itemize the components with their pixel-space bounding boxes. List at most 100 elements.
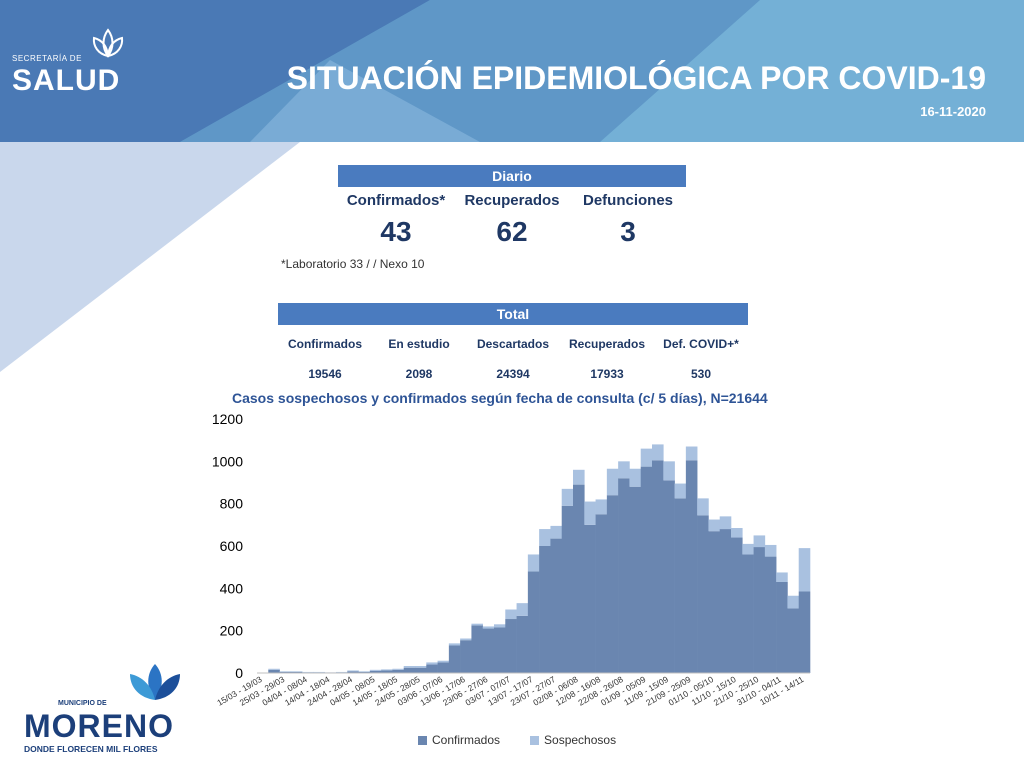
- y-tick-label: 600: [220, 538, 244, 554]
- bar-confirmados: [358, 671, 371, 673]
- bar-confirmados: [787, 608, 800, 673]
- chart-legend: Confirmados Sospechosos: [418, 733, 616, 747]
- total-value-confirmados: 19546: [308, 367, 342, 381]
- bar-confirmados: [652, 460, 664, 673]
- y-tick-label: 200: [220, 623, 244, 639]
- y-tick-label: 1200: [212, 411, 243, 427]
- bar-sospechosos: [392, 668, 405, 670]
- total-value-descartados: 24394: [496, 367, 530, 381]
- bar-sospechosos: [674, 483, 687, 499]
- bar-confirmados: [640, 466, 653, 673]
- bar-sospechosos: [663, 461, 675, 481]
- bar-sospechosos: [539, 529, 551, 546]
- chart-title: Casos sospechosos y confirmados según fe…: [232, 390, 768, 406]
- legend-item-confirmados: Confirmados: [418, 733, 500, 747]
- salud-logo-small-text: SECRETARÍA DE: [12, 54, 82, 63]
- legend-item-sospechosos: Sospechosos: [530, 733, 616, 747]
- diario-footnote: *Laboratorio 33 / / Nexo 10: [281, 257, 425, 271]
- bar-sospechosos: [685, 446, 698, 461]
- bar-confirmados: [776, 581, 788, 673]
- bar-confirmados: [460, 640, 472, 673]
- bar-sospechosos: [268, 668, 280, 670]
- header-banner: [0, 0, 1024, 142]
- legend-label-sospechosos: Sospechosos: [544, 733, 617, 747]
- bar-confirmados: [663, 480, 675, 673]
- flower-icon: [92, 28, 124, 58]
- bar-confirmados: [494, 627, 506, 673]
- diario-label-confirmados: Confirmados*: [346, 192, 446, 209]
- bar-sospechosos: [787, 595, 800, 609]
- bar-confirmados: [403, 667, 416, 673]
- bar-confirmados: [516, 615, 529, 673]
- salud-logo-text: SALUD: [12, 64, 121, 97]
- moreno-tagline: DONDE FLORECEN MIL FLORES: [24, 744, 158, 754]
- total-label-confirmados: Confirmados: [287, 337, 362, 351]
- diario-label-recuperados: Recuperados: [464, 192, 560, 209]
- total-value-def-covid: 530: [690, 367, 712, 381]
- total-label-def-covid: Def. COVID+*: [663, 337, 739, 351]
- moreno-flower-icon: [130, 664, 180, 700]
- bar-sospechosos: [731, 528, 743, 538]
- bar-sospechosos: [381, 669, 393, 671]
- bar-confirmados: [573, 484, 585, 673]
- bar-confirmados: [415, 667, 427, 673]
- bar-sospechosos: [798, 548, 811, 592]
- legend-swatch-confirmados: [418, 735, 427, 745]
- moreno-logo: MUNICIPIO DE MORENO DONDE FLORECEN MIL F…: [18, 660, 188, 760]
- total-label-recuperados: Recuperados: [568, 337, 646, 351]
- bar-sospechosos: [471, 623, 484, 626]
- bar-sospechosos: [369, 669, 382, 671]
- bar-sospechosos: [764, 544, 777, 557]
- diario-header: Diario: [338, 165, 686, 187]
- legend-swatch-sospechosos: [530, 735, 540, 745]
- bar-confirmados: [268, 669, 280, 673]
- bar-sospechosos: [505, 609, 517, 620]
- bar-sospechosos: [595, 499, 608, 515]
- diario-label-defunciones: Defunciones: [582, 192, 673, 209]
- diario-value-recuperados: 62: [496, 216, 528, 247]
- bar-sospechosos: [629, 468, 642, 487]
- bar-confirmados: [369, 670, 382, 673]
- bar-sospechosos: [403, 666, 416, 668]
- bar-confirmados: [606, 495, 619, 673]
- bar-confirmados: [437, 662, 450, 673]
- bar-confirmados: [505, 619, 517, 673]
- bar-confirmados: [674, 498, 687, 673]
- bar-confirmados: [753, 547, 766, 673]
- bar-sospechosos: [584, 501, 596, 525]
- bar-confirmados: [685, 460, 698, 673]
- legend-label-confirmados: Confirmados: [432, 733, 501, 747]
- bar-confirmados: [595, 514, 608, 673]
- bar-confirmados: [764, 556, 777, 673]
- bar-sospechosos: [561, 488, 574, 506]
- bar-confirmados: [697, 515, 709, 673]
- bar-sospechosos: [753, 535, 766, 548]
- bar-sospechosos: [460, 638, 472, 641]
- bar-confirmados: [471, 625, 484, 673]
- decorative-triangle: [0, 142, 300, 372]
- y-tick-label: 1000: [212, 453, 243, 469]
- bar-sospechosos: [290, 671, 303, 672]
- bar-confirmados: [561, 505, 574, 673]
- y-tick-label: 800: [220, 496, 244, 512]
- bar-sospechosos: [550, 525, 563, 539]
- bar-confirmados: [381, 670, 393, 673]
- bar-confirmados: [392, 669, 405, 673]
- bar-confirmados: [798, 591, 811, 673]
- bar-sospechosos: [494, 624, 506, 628]
- moreno-logo-small-text: MUNICIPIO DE: [58, 700, 107, 707]
- bar-sospechosos: [573, 469, 585, 485]
- bar-confirmados: [290, 671, 303, 673]
- bar-confirmados: [629, 486, 642, 673]
- bar-confirmados: [448, 645, 461, 673]
- moreno-logo-text: MORENO: [24, 708, 174, 744]
- y-tick-label: 400: [220, 580, 244, 596]
- bar-confirmados: [539, 546, 551, 673]
- bar-confirmados: [719, 529, 732, 673]
- bar-confirmados: [742, 554, 754, 673]
- bar-sospechosos: [279, 671, 292, 672]
- bar-sospechosos: [697, 498, 709, 516]
- total-label-en-estudio: En estudio: [388, 337, 450, 351]
- bar-sospechosos: [606, 468, 619, 496]
- bar-sospechosos: [482, 626, 495, 629]
